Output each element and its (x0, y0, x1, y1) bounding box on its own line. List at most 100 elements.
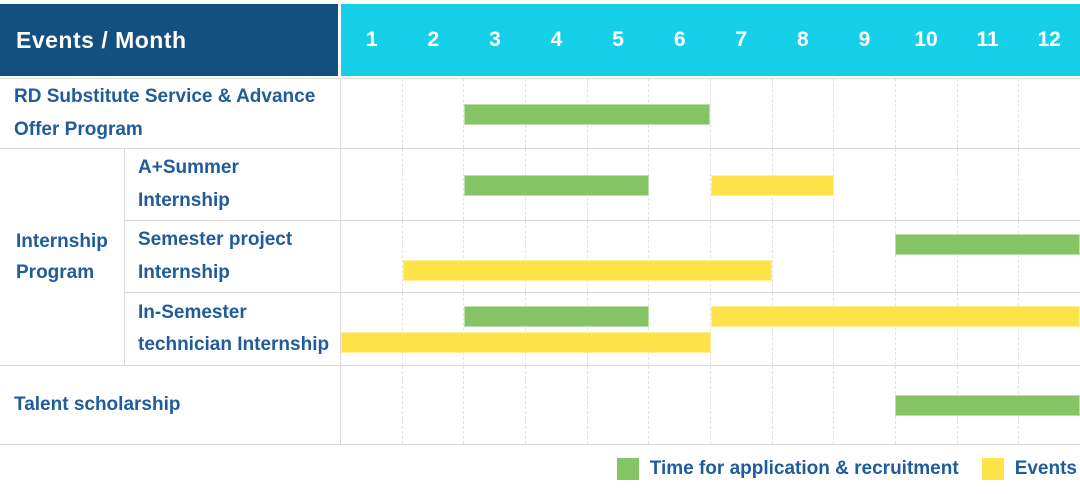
month-gridlines (341, 79, 1080, 148)
month-gridline (403, 366, 465, 444)
month-gridline (403, 221, 465, 292)
green-swatch-icon (616, 458, 639, 480)
group-label-text: Internship Program (16, 230, 108, 283)
month-header-5: 5 (612, 28, 624, 51)
month-gridline (649, 221, 712, 292)
month-header-1: 1 (365, 28, 378, 51)
internship-sub-rows: A+Summer Internship Semester project Int… (125, 149, 1080, 365)
events-month-title: Events / Month (16, 26, 187, 53)
row-label-text: Semester project Internship (138, 229, 293, 283)
row-label-in-semester-technician: In-Semester technician Internship (125, 293, 341, 365)
month-gridline (834, 366, 897, 444)
events-bar (402, 260, 773, 281)
month-header-9: 9 (858, 28, 871, 51)
table-row: Talent scholarship (0, 366, 1080, 444)
month-gridline (403, 293, 465, 365)
month-gridline (773, 366, 835, 444)
row-label-text: A+Summer Internship (138, 157, 239, 211)
internship-program-group: Internship Program A+Summer Internship S… (0, 149, 1080, 366)
application-recruitment-bar (464, 103, 711, 125)
legend: Time for application & recruitment Event… (0, 458, 1080, 480)
month-header-8: 8 (796, 28, 809, 51)
month-gridline (834, 293, 897, 365)
row-group-label-internship-program: Internship Program (0, 149, 125, 365)
month-header-row: 1 2 3 4 5 6 7 8 9 10 11 12 (341, 4, 1080, 76)
legend-item-application-recruitment: Time for application & recruitment (616, 458, 959, 480)
month-gridline (341, 366, 403, 444)
timeline-rd-substitute (341, 79, 1080, 148)
month-gridline (1019, 293, 1080, 365)
events-bar (341, 332, 711, 353)
timeline-a-plus-summer (341, 149, 1080, 220)
month-header-11: 11 (976, 28, 999, 51)
month-gridline (341, 293, 403, 365)
month-gridline (464, 293, 527, 365)
month-gridline (773, 149, 835, 220)
month-gridline (711, 366, 773, 444)
legend-item-events: Events (981, 458, 1077, 480)
month-gridline (896, 221, 958, 292)
yellow-swatch-icon (981, 458, 1004, 480)
month-header-10: 10 (914, 28, 938, 51)
month-header-4: 4 (550, 28, 563, 51)
month-gridline (834, 149, 897, 220)
month-gridline (464, 221, 527, 292)
month-gridline (649, 293, 712, 365)
application-recruitment-bar (895, 234, 1080, 255)
row-label-text: In-Semester technician Internship (138, 301, 330, 355)
row-label-a-plus-summer: A+Summer Internship (125, 149, 341, 220)
month-gridline (526, 221, 588, 292)
month-header-6: 6 (673, 28, 686, 51)
table-row: RD Substitute Service & Advance Offer Pr… (0, 79, 1080, 149)
month-gridline (711, 293, 773, 365)
month-gridline (649, 366, 712, 444)
month-gridline (403, 149, 465, 220)
month-gridline (711, 221, 773, 292)
month-gridline (958, 79, 1020, 148)
table-row: In-Semester technician Internship (125, 293, 1080, 365)
legend-label: Time for application & recruitment (649, 458, 959, 479)
month-header-2: 2 (427, 28, 440, 51)
table-row: A+Summer Internship (125, 149, 1080, 221)
month-gridline (958, 293, 1020, 365)
row-label-text: Talent scholarship (14, 393, 181, 415)
events-bar (710, 174, 834, 196)
application-recruitment-bar (464, 174, 649, 196)
month-gridline (526, 366, 588, 444)
month-gridline (588, 293, 650, 365)
month-gridline (464, 366, 527, 444)
month-gridline (588, 366, 650, 444)
application-recruitment-bar (895, 395, 1080, 416)
application-recruitment-bar (464, 306, 649, 327)
month-gridline (1019, 221, 1080, 292)
month-gridline (1019, 79, 1080, 148)
month-gridline (403, 79, 465, 148)
month-header-7: 7 (735, 28, 748, 51)
month-gridline (649, 79, 712, 148)
month-gridline (834, 79, 897, 148)
row-label-rd-substitute: RD Substitute Service & Advance Offer Pr… (0, 79, 341, 148)
month-gridline (649, 149, 712, 220)
month-gridline (341, 221, 403, 292)
month-gridline (773, 293, 835, 365)
month-gridline (526, 293, 588, 365)
month-gridline (588, 221, 650, 292)
month-gridline (341, 79, 403, 148)
month-gridline (896, 79, 958, 148)
row-label-text: RD Substitute Service & Advance Offer Pr… (14, 86, 316, 140)
table-row: Semester project Internship (125, 221, 1080, 293)
row-label-talent-scholarship: Talent scholarship (0, 366, 341, 444)
timeline-semester-project (341, 221, 1080, 292)
month-gridline (341, 149, 403, 220)
legend-label: Events (1014, 458, 1077, 479)
month-gridline (773, 79, 835, 148)
month-gridlines (341, 221, 1080, 292)
month-gridline (958, 221, 1020, 292)
header-row: Events / Month 1 2 3 4 5 6 7 8 9 10 11 1… (0, 4, 1080, 76)
timeline-talent-scholarship (341, 366, 1080, 444)
month-gridline (1019, 149, 1080, 220)
month-header-12: 12 (1037, 28, 1061, 51)
month-gridline (773, 221, 835, 292)
month-gridline (711, 79, 773, 148)
